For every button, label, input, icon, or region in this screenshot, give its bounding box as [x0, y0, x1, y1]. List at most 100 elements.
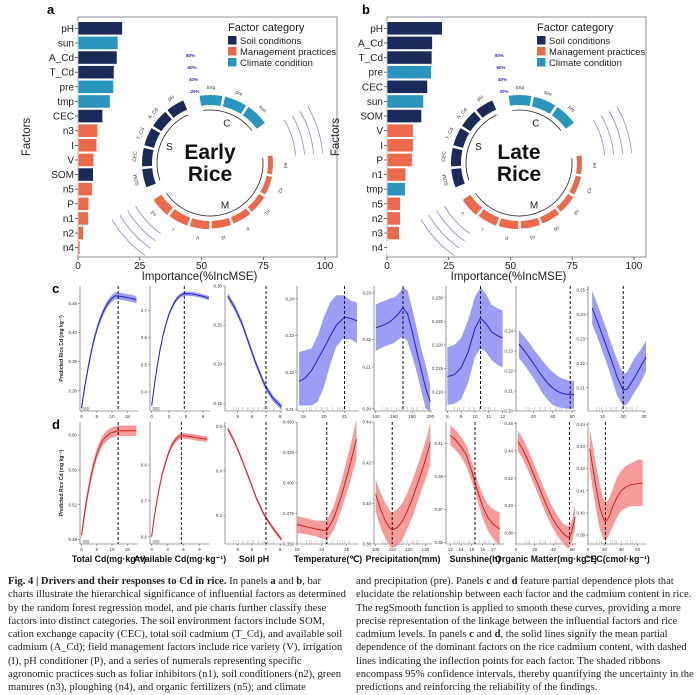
- y-tick-label: 0.230: [432, 295, 444, 300]
- mean-line: [227, 428, 282, 540]
- figure-canvas: apHsunA_CdT_CdpretmpCECn3IVSOMn5Pn1n2n40…: [21, 2, 650, 564]
- caption-bold: d: [494, 629, 501, 641]
- legend-swatch: [228, 58, 237, 67]
- x-tick-label: 25: [344, 547, 350, 552]
- subplot-6: 0.35 0.37 0.39 0.41 13 14 15 16 17 Sunshine(h): [434, 422, 504, 564]
- y-tick-label: SOM: [51, 170, 74, 181]
- confidence-band: [518, 330, 575, 409]
- y-tick-label: 0.20: [362, 406, 371, 411]
- x-tick-label: 5: [96, 547, 99, 552]
- y-tick-label: n4: [372, 243, 384, 254]
- bar-T_Cd: [77, 65, 115, 80]
- confidence-band: [227, 426, 282, 542]
- x-tick-label: 23: [294, 547, 300, 552]
- sector-item-label: P: [504, 234, 509, 241]
- sector-item-label: pre: [567, 105, 577, 114]
- bar-V: [77, 153, 95, 167]
- subplot-7: 0.38 0.40 0.42 0.44 0.46 0 20 40 60 Organic Matte…: [495, 421, 597, 564]
- bar-n5: [386, 196, 401, 211]
- y-tick-label: 0.21: [285, 407, 294, 412]
- y-tick-label: pH: [61, 24, 74, 35]
- legend: Factor category Soil conditionsManagement…: [228, 22, 336, 69]
- legend-label: Soil conditions: [240, 36, 302, 47]
- y-tick-label: 0.44: [504, 448, 513, 453]
- bar-T_Cd: [386, 50, 433, 65]
- x-tick-label: 0: [515, 547, 518, 552]
- sector-label: M: [530, 200, 538, 211]
- x-tick-label: 20: [602, 547, 608, 552]
- sector-segment-A_Cd: [462, 111, 481, 132]
- x-tick-label: 0: [587, 547, 590, 552]
- sector-C: tmp sun pre C: [508, 85, 577, 131]
- x-tick-label: 8: [446, 414, 449, 419]
- x-axis-label: Precipitation(mm): [366, 554, 441, 564]
- sector-segment-pH: [167, 100, 188, 118]
- caption-body-1: In panels a and b, bar charts illustrate…: [8, 576, 346, 694]
- radial-tick-label: 80%: [186, 53, 195, 58]
- y-tick-label: T_Cd: [50, 68, 74, 79]
- sector-label: S: [475, 142, 482, 153]
- x-tick-label: 100: [372, 547, 380, 552]
- radial-grid-arc: [127, 210, 156, 242]
- bar-n3: [77, 123, 99, 138]
- y-tick-label: V: [376, 126, 383, 137]
- x-tick-label: 40: [619, 547, 625, 552]
- y-tick-label: 0.23: [362, 291, 371, 296]
- radial-grid-arc: [299, 110, 315, 154]
- sector-segment-A_Cd: [153, 111, 172, 132]
- sector-inner-arc: [156, 114, 188, 181]
- y-tick-label: 0.44: [576, 422, 585, 427]
- y-tick-label: tmp: [366, 185, 383, 196]
- x-tick-label: 15: [125, 547, 131, 552]
- y-tick-label: n2: [372, 214, 384, 225]
- panel-label: b: [362, 2, 370, 17]
- y-tick-label: 0.23: [285, 333, 294, 338]
- confidence-band: [375, 287, 431, 411]
- legend-swatch: [537, 36, 546, 45]
- mean-line: [81, 295, 137, 409]
- sector-segment-V: [462, 194, 482, 215]
- x-tick-label: 60: [570, 547, 576, 552]
- y-tick-label: 0.24: [285, 296, 294, 301]
- x-tick-label: 9: [460, 414, 463, 419]
- y-tick-label: 0.22: [362, 337, 371, 342]
- bar-A_Cd: [77, 50, 118, 65]
- sector-label: S: [166, 142, 173, 153]
- caption-text-1: Fig. 4 | Drivers and their responses to …: [8, 575, 346, 695]
- sector-item-label: n1: [263, 208, 271, 216]
- x-tick-label: 9: [198, 547, 201, 552]
- sector-segment-pre: [222, 96, 247, 114]
- y-tick-label: 0.21: [576, 385, 585, 390]
- y-tick-label: 0.23: [504, 349, 513, 354]
- sector-segment-n5: [539, 208, 560, 224]
- y-tick-label: 0.4: [216, 468, 223, 473]
- x-tick-label: 75: [258, 261, 270, 272]
- y-tick-label: P: [67, 199, 74, 210]
- legend-swatch: [228, 47, 237, 56]
- bar-A_Cd: [386, 36, 433, 50]
- sector-item-label: SOM: [133, 174, 141, 186]
- x-tick-label: 11: [486, 414, 491, 419]
- inset-title-line1: Early: [184, 141, 236, 164]
- x-axis-label: Importance(%IncMSE): [451, 271, 567, 283]
- y-tick-label: pre: [369, 68, 384, 79]
- x-tick-label: 120: [405, 547, 413, 552]
- radial-grid-arc: [428, 214, 460, 249]
- x-tick-label: 0: [75, 261, 81, 272]
- radial-grid-arc: [284, 119, 297, 156]
- y-tick-label: 0.350: [283, 542, 295, 547]
- x-tick-label: 9: [202, 414, 205, 419]
- x-tick-label: 0: [80, 547, 83, 552]
- radial-grid-arc: [444, 205, 470, 234]
- sector-segment-CEC: [450, 147, 463, 167]
- y-tick-label: n5: [372, 199, 384, 210]
- y-tick-label: CEC: [362, 82, 383, 93]
- sector-segment-P: [498, 218, 519, 230]
- legend-label: Management practices: [549, 47, 645, 58]
- x-tick-label: 20: [532, 547, 538, 552]
- y-tick-label: 0.60: [68, 433, 77, 438]
- x-tick-label: 180: [408, 414, 416, 419]
- x-tick-label: 16: [480, 547, 486, 552]
- inset-title-line2: Rice: [497, 163, 541, 186]
